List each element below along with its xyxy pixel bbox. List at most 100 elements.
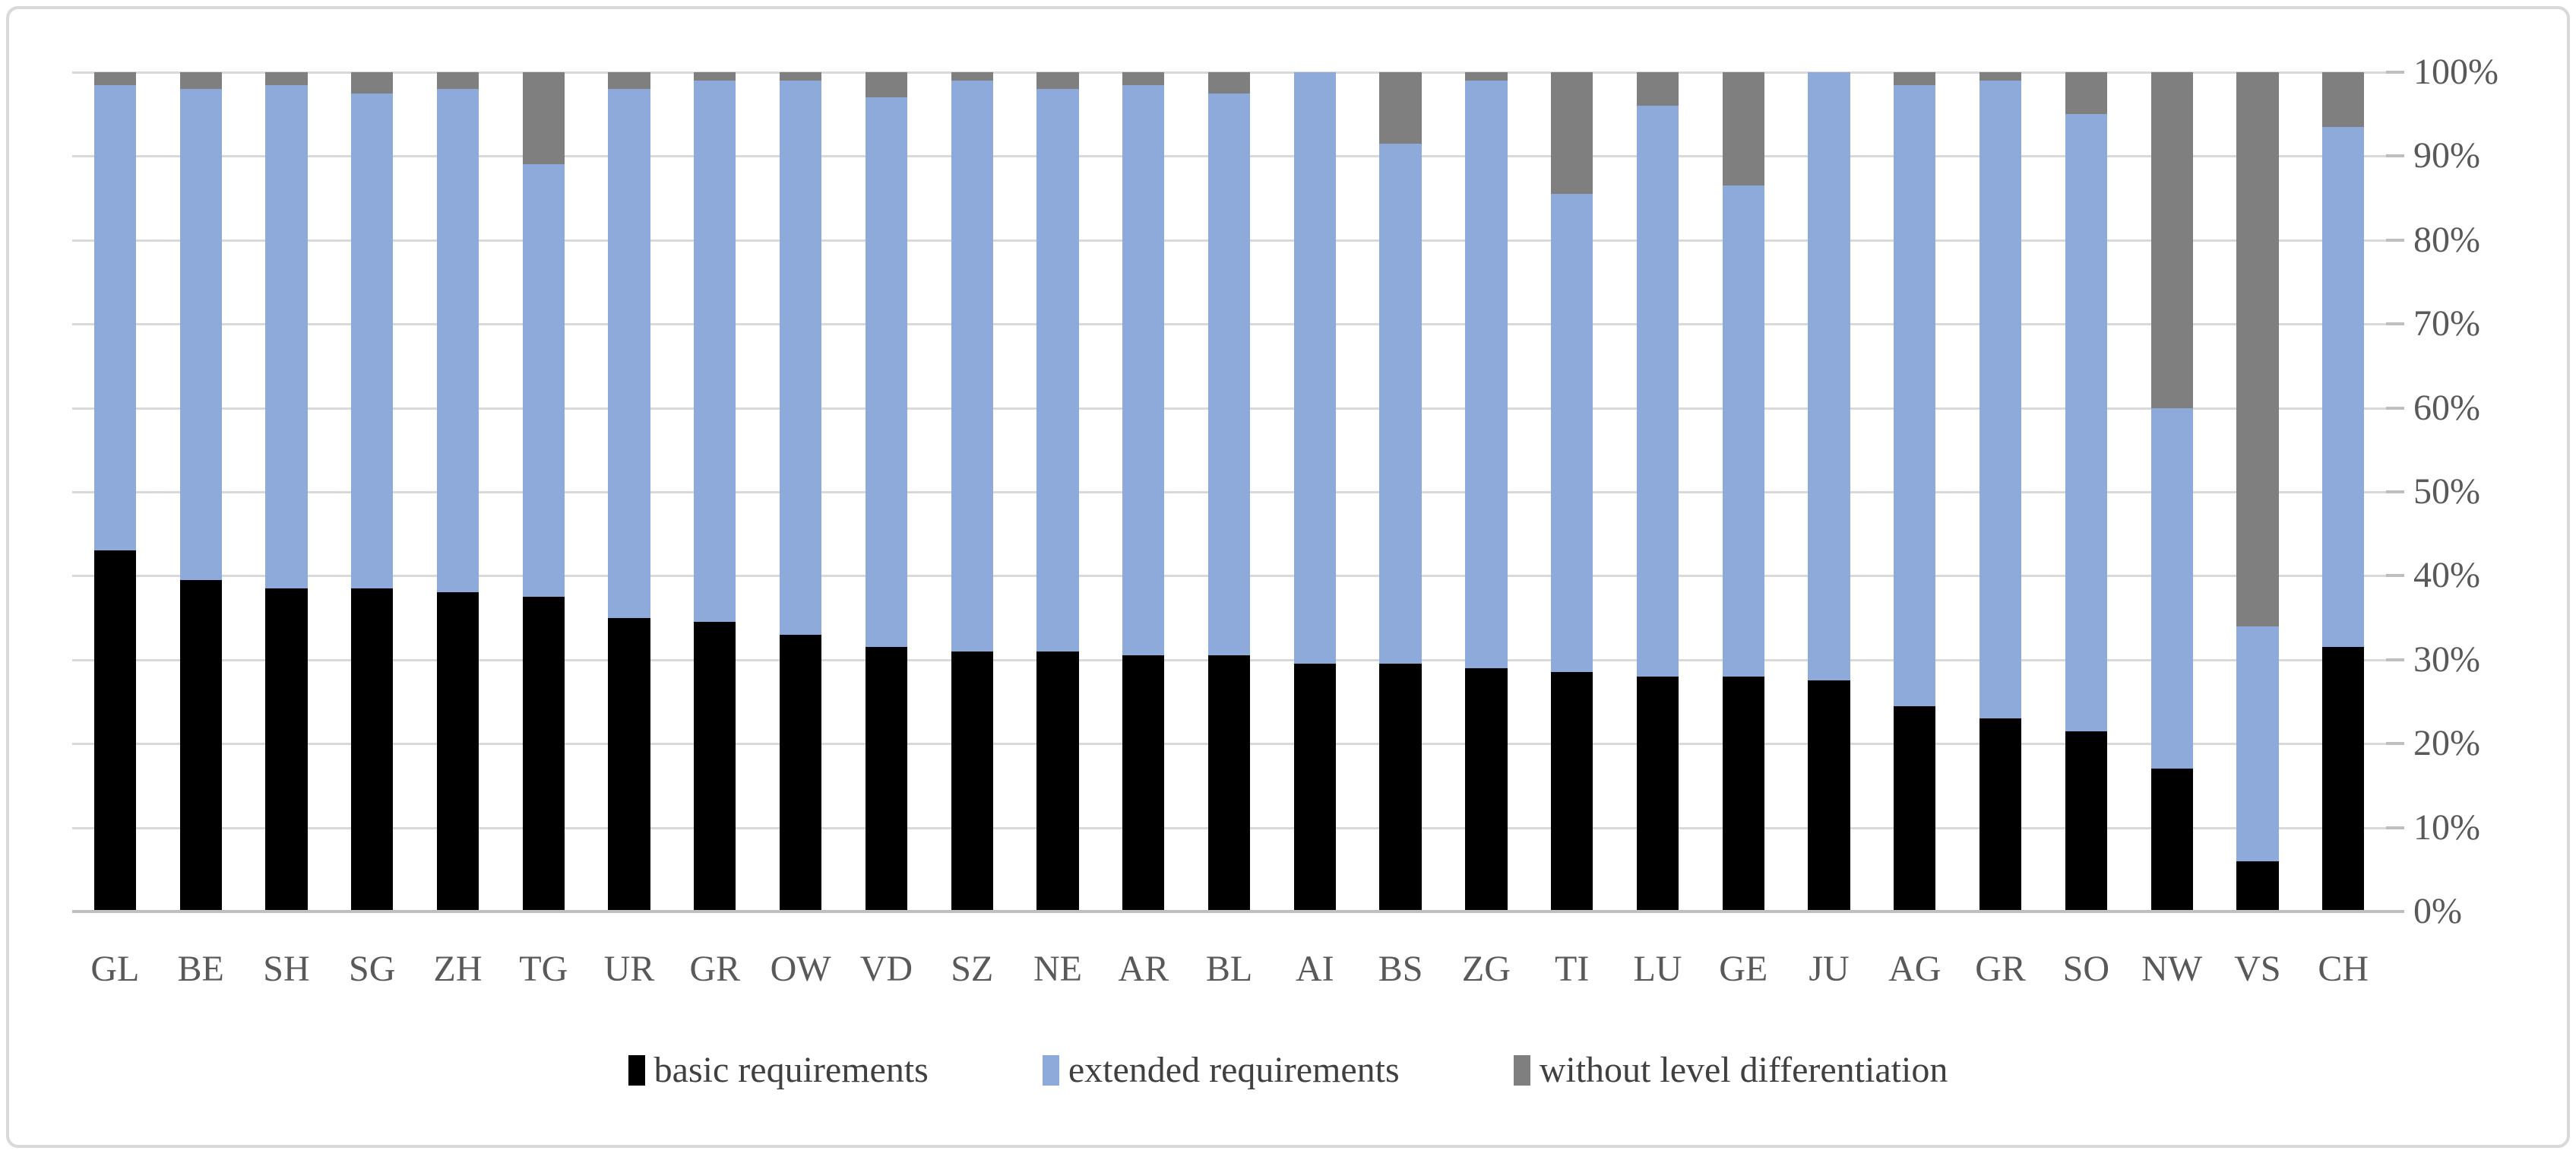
y-tick-60 [2386, 406, 2404, 410]
segment-without [1722, 72, 1764, 186]
bar-TI [1551, 72, 1593, 911]
bar-AR [1122, 72, 1165, 911]
bar-slot-GR [672, 72, 758, 911]
bar-slot-SH [244, 72, 330, 911]
segment-without [2150, 72, 2193, 408]
segment-extended [93, 84, 137, 551]
bar-NE [1036, 72, 1079, 911]
legend-label: extended requirements [1068, 1050, 1400, 1090]
bar-slot-BL [1186, 72, 1272, 911]
bar-BE [179, 72, 222, 911]
bar-NW [2150, 72, 2193, 911]
y-axis-label-10: 10% [2413, 807, 2480, 848]
x-axis-label-LU: LU [1633, 949, 1682, 989]
segment-without [265, 72, 308, 85]
segment-without [1207, 72, 1251, 94]
x-axis-label-GL: GL [90, 949, 140, 989]
x-axis-label-GE: GE [1719, 949, 1768, 989]
bar-SZ [951, 72, 993, 911]
segment-extended [1551, 194, 1593, 673]
x-axis-label-BL: BL [1205, 949, 1253, 989]
y-axis-label-30: 30% [2413, 639, 2480, 680]
segment-extended [1207, 93, 1251, 656]
legend-item-extended-requirements: extended requirements [1042, 1043, 1400, 1098]
segment-basic [865, 647, 908, 911]
bar-slot-UR [587, 72, 672, 911]
segment-basic [2150, 769, 2193, 911]
x-axis-label-AG: AG [1888, 949, 1941, 989]
y-axis-label-50: 50% [2413, 471, 2480, 512]
bar-slot-SZ [929, 72, 1015, 911]
segment-without [522, 72, 565, 165]
bar-slot-AR [1100, 72, 1186, 911]
segment-extended [694, 81, 736, 623]
y-tick-10 [2386, 826, 2404, 829]
segment-without [2236, 72, 2279, 626]
y-tick-80 [2386, 238, 2404, 242]
segment-without [608, 72, 650, 90]
segment-extended [1465, 81, 1508, 668]
segment-extended [436, 89, 479, 593]
bar-GR [1979, 72, 2022, 911]
y-tick-90 [2386, 154, 2404, 158]
bar-GE [1722, 72, 1764, 911]
segment-without [179, 72, 222, 90]
bar-ZG [1465, 72, 1508, 911]
legend-item-without-level-differentiation: without level differentiation [1513, 1043, 1948, 1098]
bar-slot-ZH [415, 72, 501, 911]
segment-basic [93, 550, 137, 911]
x-axis-label-NW: NW [2141, 949, 2203, 989]
legend-item-basic-requirements: basic requirements [628, 1043, 929, 1098]
plot-area [72, 71, 2386, 913]
segment-extended [1808, 72, 1850, 681]
segment-basic [951, 651, 993, 911]
segment-basic [694, 622, 736, 911]
segment-basic [1636, 676, 1679, 911]
segment-extended [1379, 143, 1422, 664]
segment-extended [1036, 89, 1079, 652]
segment-without [1979, 72, 2022, 81]
bar-SH [265, 72, 308, 911]
bar-slot-GL [72, 72, 158, 911]
y-tick-0 [2386, 910, 2404, 913]
segment-basic [608, 617, 650, 911]
segment-basic [436, 592, 479, 911]
bar-AG [1894, 72, 1936, 911]
x-axis-label-NE: NE [1033, 949, 1082, 989]
x-axis-label-UR: UR [603, 949, 655, 989]
x-axis-label-BE: BE [177, 949, 224, 989]
segment-basic [1379, 664, 1422, 911]
bar-SO [2065, 72, 2107, 911]
segment-basic [1036, 651, 1079, 911]
bar-AI [1293, 72, 1336, 911]
y-tick-40 [2386, 574, 2404, 578]
segment-basic [179, 579, 222, 911]
segment-without [351, 72, 394, 94]
x-axis-label-GR: GR [689, 949, 741, 989]
bar-slot-NE [1015, 72, 1101, 911]
bar-slot-TG [501, 72, 587, 911]
segment-basic [2065, 731, 2107, 911]
segment-extended [780, 81, 822, 635]
segment-without [780, 72, 822, 81]
y-tick-50 [2386, 490, 2404, 493]
segment-basic [1551, 672, 1593, 911]
segment-extended [265, 84, 308, 588]
x-axis-label-JU: JU [1809, 949, 1850, 989]
bar-slot-VD [843, 72, 929, 911]
bar-slot-TI [1529, 72, 1615, 911]
y-axis-label-70: 70% [2413, 303, 2480, 344]
segment-basic [1207, 655, 1251, 911]
segment-without [2322, 72, 2365, 127]
y-axis-label-40: 40% [2413, 555, 2480, 596]
x-axis-labels: GL BE SH SG ZH TG UR GR OW VD SZ NE AR BL AI BS ZG TI LU GE… [72, 943, 2386, 996]
segment-extended [2236, 626, 2279, 861]
bar-slot-AI [1272, 72, 1358, 911]
x-axis-label-OW: OW [770, 949, 831, 989]
y-axis-label-20: 20% [2413, 723, 2480, 764]
segment-basic [265, 588, 308, 911]
y-tick-20 [2386, 742, 2404, 746]
segment-without [951, 72, 993, 81]
segment-extended [1722, 185, 1764, 677]
